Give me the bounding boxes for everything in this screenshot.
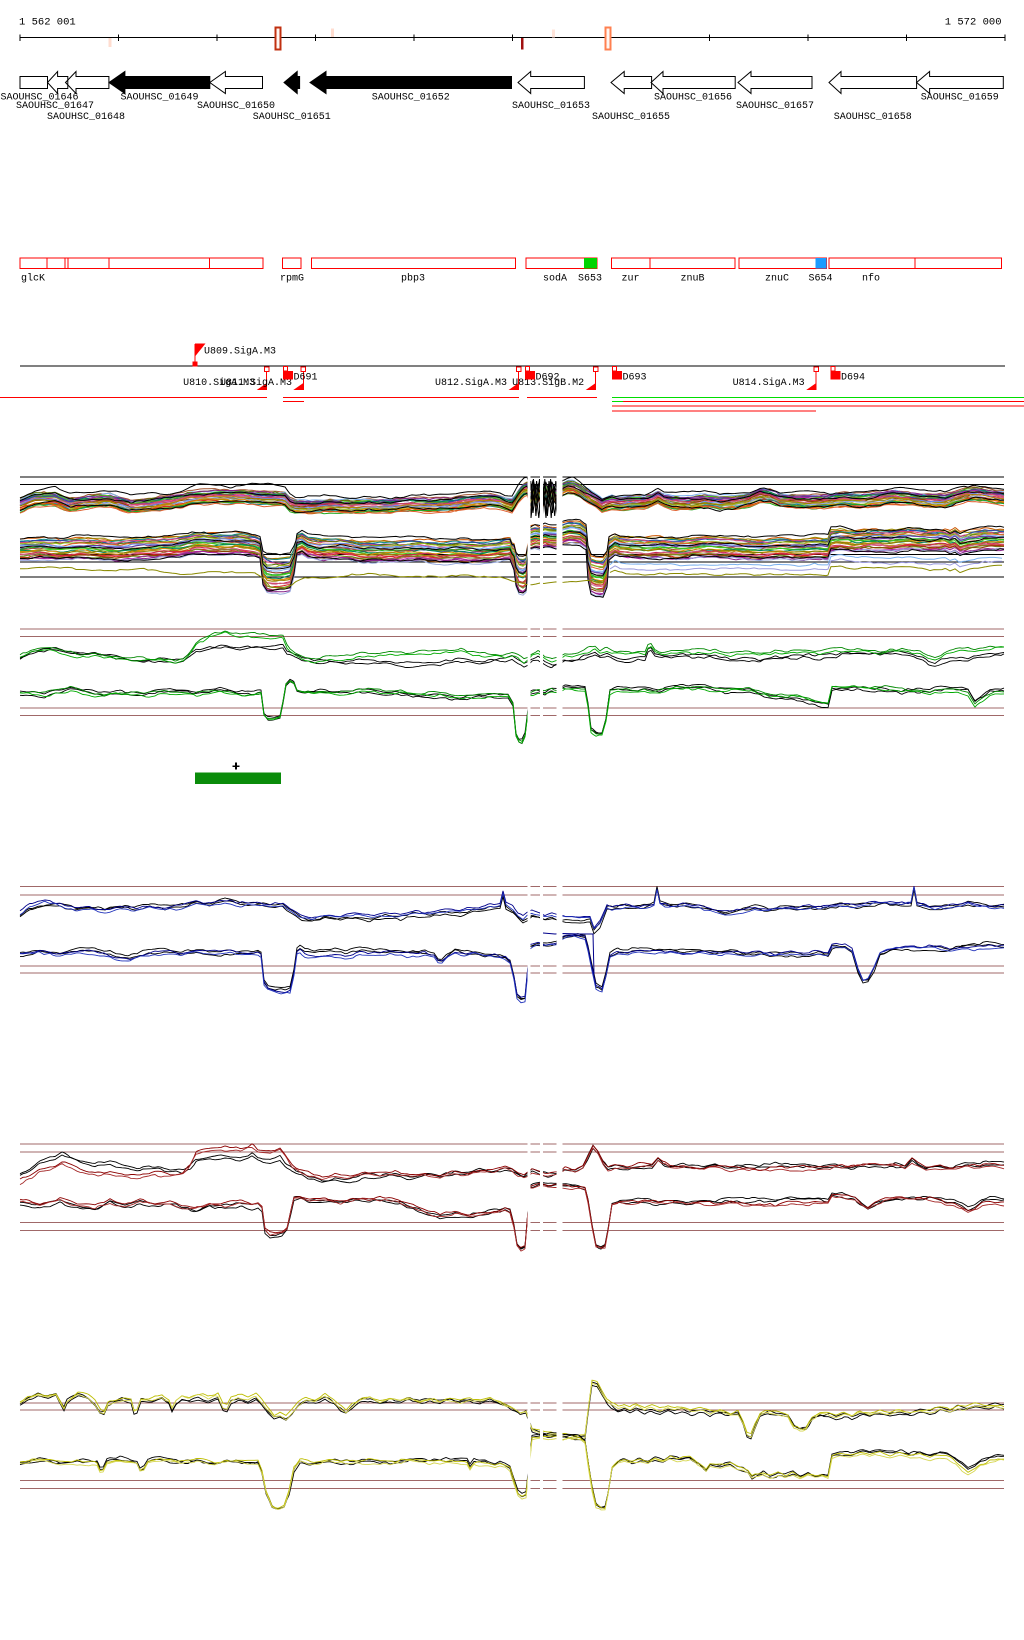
svg-text:U811.SigA.M3: U811.SigA.M3 [220, 377, 292, 389]
svg-text:znuB: znuB [681, 274, 705, 285]
svg-text:SAOUHSC_01648: SAOUHSC_01648 [47, 112, 125, 123]
svg-text:D691: D691 [294, 373, 318, 384]
svg-text:SAOUHSC_01657: SAOUHSC_01657 [736, 101, 814, 112]
svg-text:sodA: sodA [543, 273, 567, 285]
svg-text:zur: zur [622, 274, 640, 285]
svg-text:U814.SigA.M3: U814.SigA.M3 [733, 377, 805, 389]
svg-text:SAOUHSC_01651: SAOUHSC_01651 [253, 112, 331, 123]
svg-text:SAOUHSC_01653: SAOUHSC_01653 [512, 101, 590, 112]
svg-text:SAOUHSC_01655: SAOUHSC_01655 [592, 112, 670, 123]
svg-text:S653: S653 [578, 274, 602, 285]
svg-text:U813.SigB.M2: U813.SigB.M2 [512, 377, 584, 389]
svg-text:D694: D694 [841, 373, 865, 384]
svg-text:U809.SigA.M3: U809.SigA.M3 [204, 346, 276, 358]
svg-text:SAOUHSC_01647: SAOUHSC_01647 [16, 101, 94, 112]
svg-text:U810.SigA.M3: U810.SigA.M3 [183, 377, 255, 389]
svg-text:SAOUHSC_01652: SAOUHSC_01652 [372, 93, 450, 104]
svg-text:znuC: znuC [765, 274, 789, 285]
svg-text:U812.SigA.M3: U812.SigA.M3 [435, 377, 507, 389]
svg-text:SAOUHSC_01650: SAOUHSC_01650 [197, 101, 275, 112]
svg-text:SAOUHSC_01659: SAOUHSC_01659 [921, 93, 999, 104]
svg-text:SAOUHSC_01656: SAOUHSC_01656 [654, 93, 732, 104]
svg-text:SAOUHSC_01658: SAOUHSC_01658 [834, 112, 912, 123]
svg-text:D693: D693 [623, 373, 647, 384]
svg-text:D692: D692 [536, 373, 560, 384]
svg-text:rpmG: rpmG [280, 274, 304, 285]
svg-text:nfo: nfo [862, 273, 880, 285]
svg-text:SAOUHSC_01649: SAOUHSC_01649 [121, 93, 199, 104]
svg-text:1 562 001: 1 562 001 [19, 17, 76, 29]
svg-text:pbp3: pbp3 [401, 273, 425, 285]
svg-text:glcK: glcK [21, 273, 45, 285]
svg-text:S654: S654 [809, 274, 833, 285]
svg-text:SAOUHSC_01646: SAOUHSC_01646 [1, 93, 79, 104]
svg-text:1 572 000: 1 572 000 [945, 17, 1002, 29]
